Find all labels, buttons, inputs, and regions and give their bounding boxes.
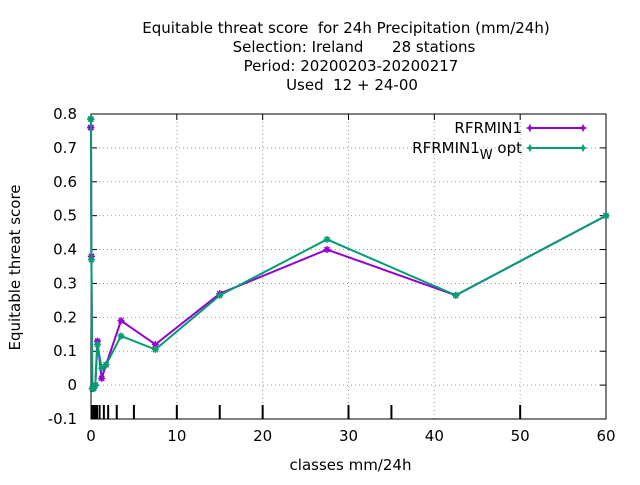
data-point-dot <box>153 347 158 352</box>
legend: RFRMIN1 RFRMIN1W opt <box>412 119 587 163</box>
legend-label-main: RFRMIN1 <box>412 139 480 157</box>
data-point <box>216 291 224 299</box>
x-tick-label: 20 <box>253 427 272 445</box>
x-tick-label: 0 <box>86 427 96 445</box>
data-point-dot <box>95 342 100 347</box>
legend-label-suffix: opt <box>493 139 522 157</box>
data-point <box>151 346 159 354</box>
x-axis-label: classes mm/24h <box>290 456 412 474</box>
x-tick-label: 30 <box>339 427 358 445</box>
data-point-dot <box>604 213 608 218</box>
legend-label-sub: W <box>480 148 493 163</box>
data-point-dot <box>99 376 104 381</box>
class-marks <box>90 405 522 419</box>
data-point <box>323 235 331 243</box>
legend-label-rfrmin1w-opt: RFRMIN1W opt <box>412 139 522 163</box>
legend-marker-dot <box>581 126 585 130</box>
chart-title: Equitable threat score for 24h Precipita… <box>142 19 549 94</box>
data-point <box>98 374 106 382</box>
data-point-dot <box>119 318 124 323</box>
title-line-4: Used 12 + 24-00 <box>286 76 418 94</box>
data-point-dot <box>119 333 124 338</box>
data-point <box>452 291 460 299</box>
x-tick-label: 10 <box>167 427 186 445</box>
legend-marker-dot <box>528 126 532 130</box>
x-tick-label: 40 <box>425 427 444 445</box>
title-line-3: Period: 20200203-20200217 <box>244 57 459 75</box>
data-point-dot <box>217 293 222 298</box>
y-axis-label: Equitable threat score <box>6 184 24 350</box>
data-point-dot <box>99 366 104 371</box>
series-group <box>87 115 610 392</box>
series-line <box>90 118 607 390</box>
y-tick-label: 0.1 <box>53 342 77 360</box>
y-tick-label: 0.8 <box>53 105 77 123</box>
y-tick-label: 0.4 <box>53 241 77 259</box>
data-point <box>87 115 95 123</box>
y-tick-label: 0.5 <box>53 207 77 225</box>
tick-labels: 0 10 20 30 40 50 60 -0.1 0 0.1 0.2 0.3 0.4 0.5 0.6 0.7 0… <box>48 105 616 445</box>
y-tick-label: 0 <box>67 376 77 394</box>
y-tick-label: 0.3 <box>53 274 77 292</box>
x-tick-label: 60 <box>596 427 615 445</box>
data-point <box>87 256 95 264</box>
legend-marker-dot <box>581 146 585 150</box>
data-point <box>117 317 125 325</box>
data-point <box>102 361 110 369</box>
data-point <box>91 381 99 389</box>
data-point-dot <box>153 342 158 347</box>
data-point <box>117 332 125 340</box>
data-point-dot <box>453 293 458 298</box>
data-point-dot <box>325 237 330 242</box>
x-tick-label: 50 <box>511 427 530 445</box>
y-tick-label: -0.1 <box>48 410 77 428</box>
data-point-dot <box>89 117 93 122</box>
title-line-2: Selection: Ireland 28 stations <box>233 38 476 56</box>
data-point-dot <box>89 257 94 262</box>
series-0 <box>87 124 610 392</box>
title-line-1: Equitable threat score for 24h Precipita… <box>142 19 549 37</box>
data-point-dot <box>93 383 98 388</box>
data-point <box>323 246 331 254</box>
data-point <box>602 212 610 220</box>
grid-lines <box>91 114 606 419</box>
data-point-dot <box>325 247 330 252</box>
y-tick-label: 0.7 <box>53 139 77 157</box>
legend-marker-dot <box>528 146 532 150</box>
data-point <box>93 340 101 348</box>
y-tick-label: 0.6 <box>53 173 77 191</box>
data-point-dot <box>104 362 109 367</box>
y-tick-label: 0.2 <box>53 308 77 326</box>
series-1 <box>87 115 610 392</box>
legend-label-rfrmin1: RFRMIN1 <box>454 119 522 137</box>
